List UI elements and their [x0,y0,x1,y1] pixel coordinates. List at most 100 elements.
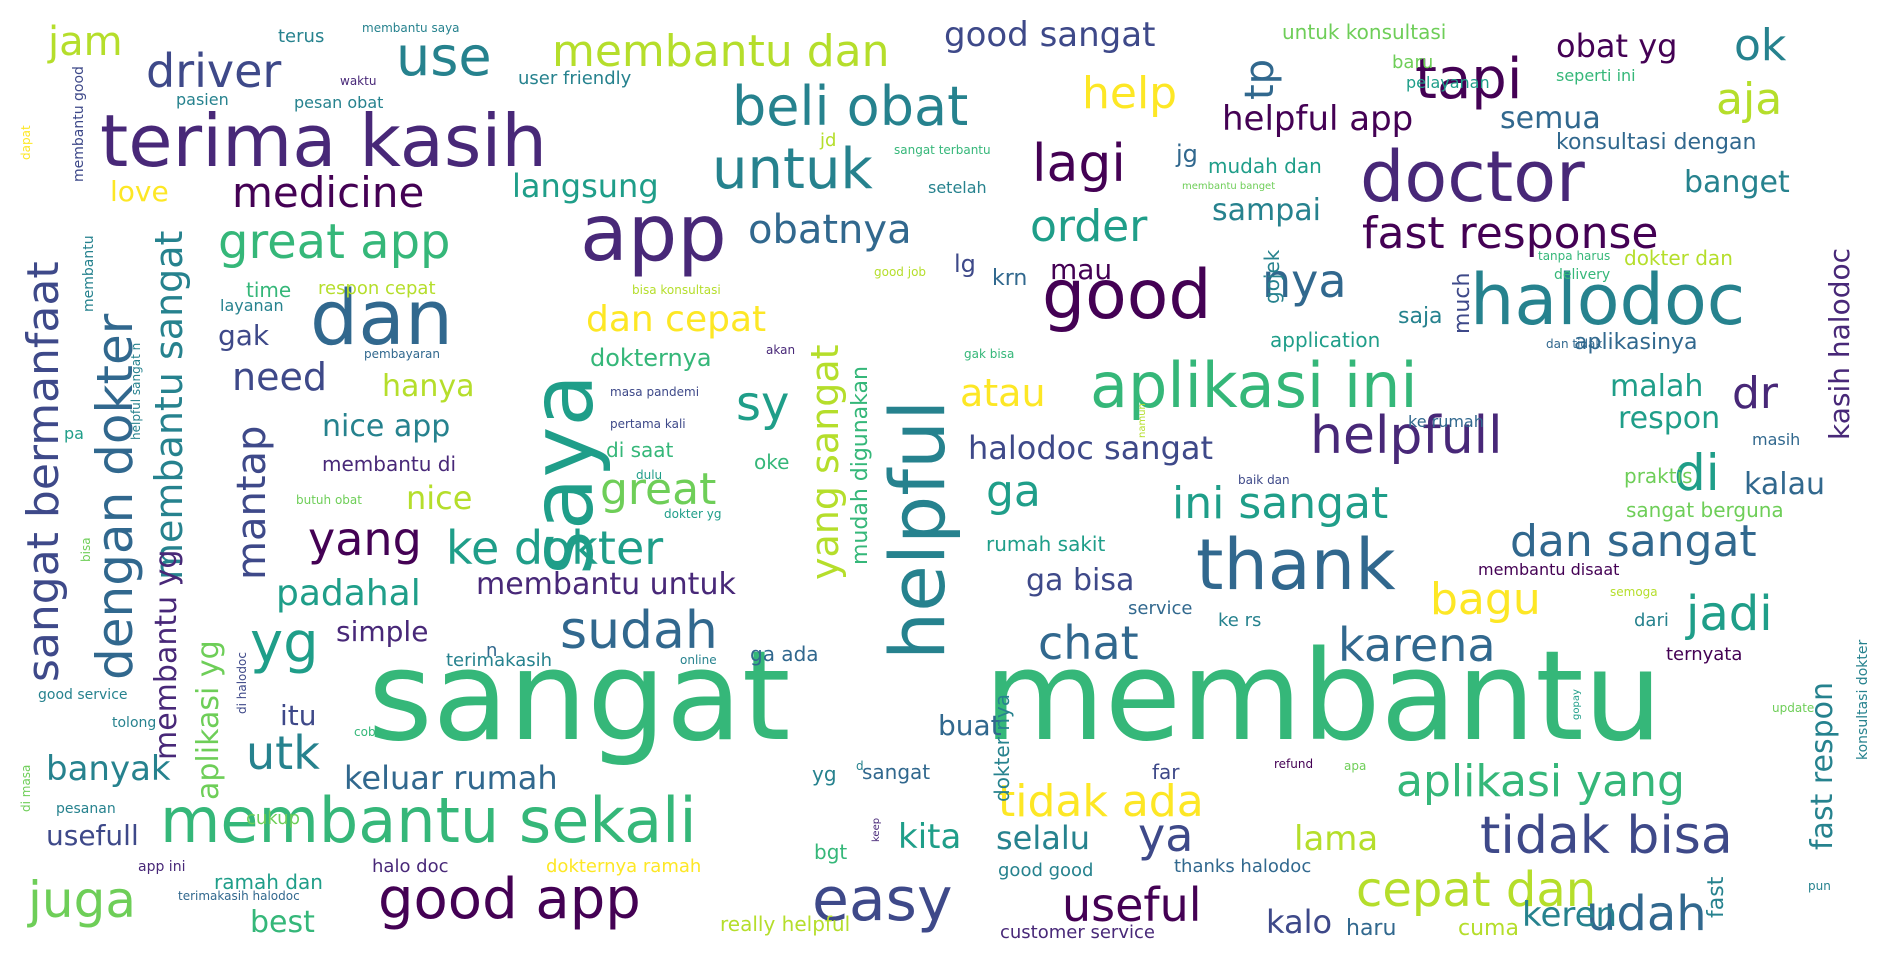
cloud-word: membantu untuk [476,567,736,602]
cloud-word: pesan obat [294,93,384,112]
cloud-word: ke dokter [446,521,664,575]
cloud-word: yang sangat [803,344,847,580]
cloud-word: gopay [1571,689,1582,720]
cloud-word: obat yg [1556,27,1678,65]
cloud-word: mudah digunakan [848,366,873,565]
cloud-word: membantu sangat [147,230,191,580]
cloud-word: aplikasinya [1574,330,1698,355]
cloud-word: good good [998,860,1094,881]
cloud-word: d [856,759,864,773]
cloud-word: atau [960,371,1046,415]
cloud-word: helpful [873,399,962,660]
cloud-word: konsultasi dokter [1855,639,1871,760]
cloud-word: krn [992,266,1028,291]
cloud-word: mau [1050,253,1113,286]
cloud-word: saja [1398,304,1443,329]
cloud-word: fast response [1362,208,1659,259]
cloud-word: jg [1176,140,1198,168]
cloud-word: yg [250,611,319,676]
cloud-word: update [1772,701,1815,715]
cloud-word: gak [218,319,270,352]
cloud-word: great app [218,214,451,270]
cloud-word: baru [1392,52,1434,73]
cloud-word: membantu [81,235,97,312]
cloud-word: nya [1262,254,1347,308]
cloud-word: dokter dan [1624,246,1733,270]
cloud-word: terima kasih [100,99,547,183]
cloud-word: membantu disaat [1478,560,1620,579]
cloud-word: membantu saya [362,21,460,35]
cloud-word: terus [278,26,325,47]
cloud-word: oke [754,450,790,474]
cloud-word: jadi [1686,586,1773,642]
cloud-word: mudah dan [1208,154,1322,178]
cloud-word: dan [310,273,453,362]
cloud-word: membantu dan [552,26,890,77]
cloud-word: membantu banget [1182,181,1276,192]
cloud-word: dan tidak [1546,337,1603,351]
cloud-word: n [486,640,498,661]
cloud-word: dulu [636,468,663,482]
cloud-word: dokternya [590,344,712,372]
cloud-word: beli obat [732,75,969,138]
cloud-word: bisa konsultasi [632,283,721,297]
cloud-word: membantu yg [149,549,184,760]
cloud-word: help [1082,68,1178,119]
cloud-word: easy [812,865,953,935]
cloud-word: customer service [1000,922,1155,943]
cloud-word: love [110,175,169,208]
cloud-word: akan [766,343,796,357]
cloud-word: ok [1734,20,1787,71]
cloud-word: pembayaran [364,347,441,361]
cloud-word: use [396,25,492,88]
cloud-word: online [680,653,717,667]
cloud-word: pertama kali [610,417,686,431]
cloud-word: kasih halodoc [1823,247,1856,440]
cloud-word: di [1674,444,1720,502]
cloud-word: thank [1196,524,1396,606]
cloud-word: di masa [19,764,33,812]
cloud-word: sangat bermanfaat [18,261,69,682]
cloud-word: padahal [276,573,421,614]
cloud-word: karena [1338,618,1496,672]
cloud-word: pasien [176,90,229,109]
cloud-word: service [1128,598,1193,619]
cloud-word: dapat [19,125,33,160]
cloud-word: jam [48,19,123,65]
cloud-word: dokter nya [990,693,1014,802]
cloud-word: good service [38,687,128,703]
cloud-word: dokter yg [664,507,722,521]
cloud-word: halo doc [372,856,449,877]
cloud-word: ga bisa [1026,563,1135,598]
cloud-word: hanya [382,369,475,404]
cloud-word: dr [1732,368,1779,419]
cloud-word: pelayanan [1406,73,1490,92]
cloud-word: sangat [862,760,931,784]
cloud-word: ke rumah [1408,412,1484,431]
cloud-word: halodoc sangat [968,429,1214,467]
cloud-word: banget [1684,165,1790,200]
cloud-word: respon [1618,401,1721,436]
cloud-word: terimakasih [446,650,553,671]
cloud-word: good [1042,256,1212,335]
cloud-word: baik dan [1238,473,1290,487]
cloud-word: buat [938,709,1002,742]
cloud-word: cuma [1458,916,1519,941]
cloud-word: useful [1062,878,1202,932]
cloud-word: gak bisa [964,347,1015,361]
cloud-word: chat [1038,616,1139,670]
cloud-word: semoga [1610,585,1658,599]
cloud-word: membantu [984,625,1663,769]
cloud-word: sy [736,376,790,432]
cloud-word: jd [820,130,837,151]
cloud-word: far [1152,760,1180,784]
cloud-word: driver [146,44,282,98]
cloud-word: apa [1344,759,1367,773]
cloud-word: setelah [928,178,987,197]
cloud-word: masih [1752,430,1801,449]
cloud-word: waktu [340,74,377,88]
cloud-word: seperti ini [1556,66,1636,85]
cloud-word: aja [1716,74,1783,125]
cloud-word: simple [336,615,429,648]
